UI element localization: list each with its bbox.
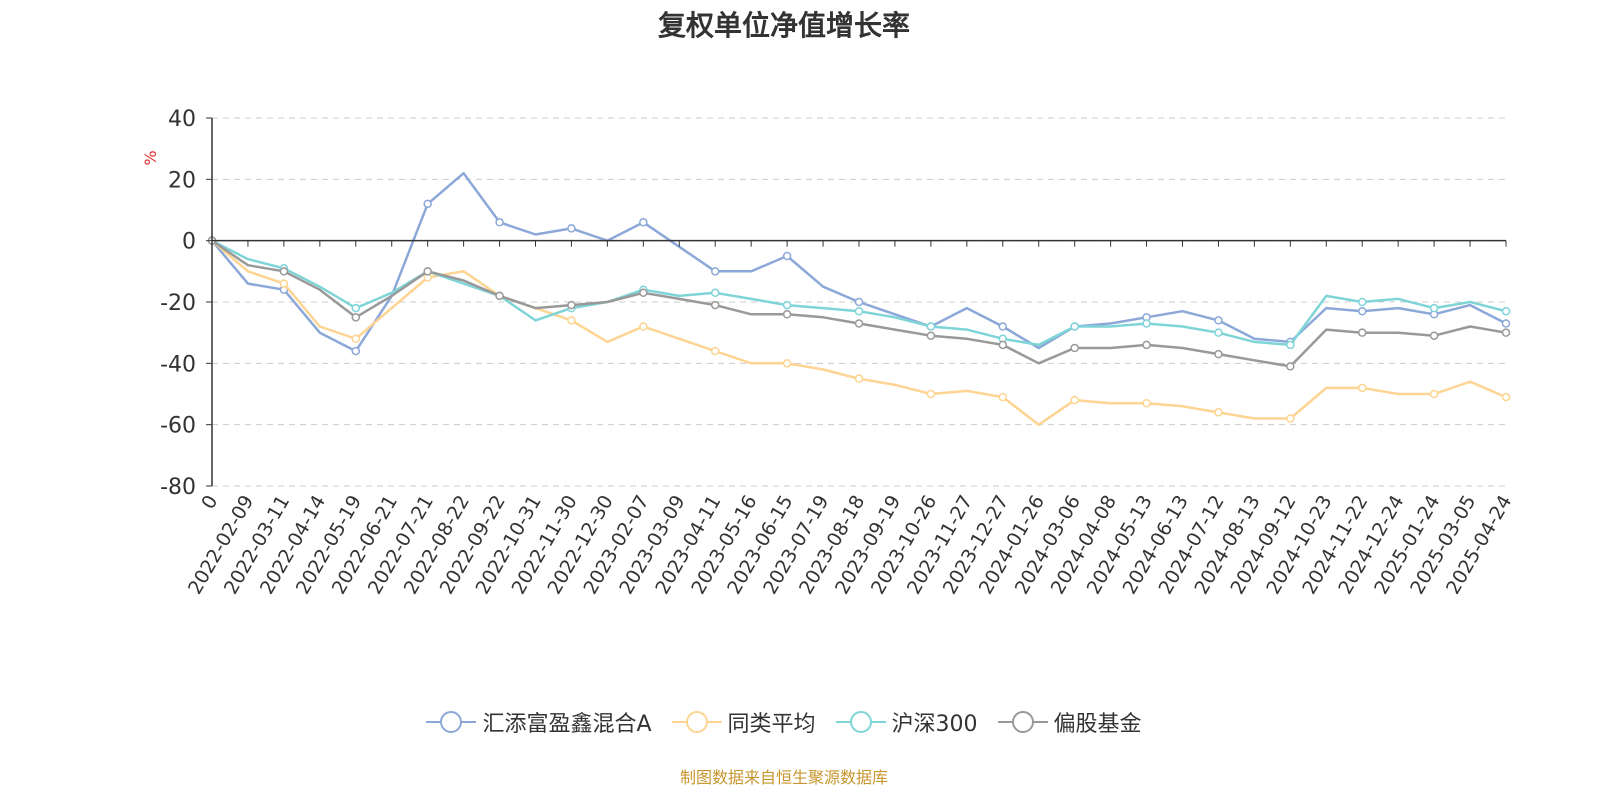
legend-item-1[interactable]: 同类平均 (671, 706, 816, 738)
line-chart: % 40200-20-40-60-8002022-02-092022-03-11… (141, 107, 1516, 598)
data-point (926, 331, 936, 340)
legend: 汇添富盈鑫混合A 同类平均 沪深300 偏股基金 (0, 706, 1568, 738)
data-point (351, 303, 361, 313)
data-point (710, 300, 720, 310)
y-tick-label: -40 (160, 352, 196, 377)
data-point (998, 340, 1008, 350)
y-tick-label: 0 (182, 230, 196, 255)
data-point (567, 300, 576, 310)
legend-item-2[interactable]: 沪深300 (835, 706, 978, 738)
data-point (567, 316, 576, 325)
data-point (567, 224, 576, 233)
data-point (1429, 331, 1439, 340)
series-layer (207, 171, 1511, 426)
data-point (1214, 316, 1223, 325)
data-point (782, 310, 792, 319)
data-point (926, 322, 936, 331)
legend-label: 同类平均 (727, 712, 816, 737)
data-point (710, 288, 720, 298)
data-point (998, 392, 1008, 402)
data-point (495, 291, 504, 301)
data-point (495, 218, 504, 227)
data-point (639, 288, 648, 298)
legend-label: 汇添富盈鑫混合A (482, 712, 652, 737)
data-point (639, 218, 648, 227)
legend-line-circle-icon (835, 710, 886, 734)
data-point (1286, 340, 1295, 350)
data-point (926, 389, 936, 399)
data-point (1501, 328, 1511, 337)
data-point (1142, 398, 1151, 408)
data-point (1501, 392, 1511, 402)
series-line-1 (211, 239, 1507, 426)
data-point (351, 313, 361, 322)
data-point (1070, 322, 1079, 331)
data-point (423, 199, 432, 209)
data-point (782, 300, 792, 310)
data-point (854, 297, 864, 307)
data-point (1501, 319, 1511, 328)
y-tick-label: -80 (160, 475, 196, 500)
data-point (423, 267, 432, 276)
data-point (998, 322, 1008, 331)
data-point (1357, 306, 1367, 316)
data-point (1070, 343, 1079, 353)
legend-item-0[interactable]: 汇添富盈鑫混合A (426, 706, 652, 738)
data-point (1429, 389, 1439, 399)
data-point (1286, 414, 1295, 423)
chart-title: 复权单位净值增长率 (657, 9, 910, 42)
data-point (1214, 349, 1223, 359)
y-tick-label: 20 (168, 168, 196, 193)
data-point (1214, 328, 1223, 337)
data-point (1357, 383, 1367, 393)
data-point (1142, 340, 1151, 350)
legend-line-circle-icon (426, 710, 477, 734)
data-point (854, 319, 864, 328)
data-point (1070, 395, 1079, 405)
data-point (1357, 297, 1367, 307)
legend-item-3[interactable]: 偏股基金 (997, 706, 1142, 738)
data-point (782, 251, 792, 261)
source-note: 制图数据来自恒生聚源数据库 (679, 768, 888, 787)
y-tick-label: 40 (168, 107, 196, 132)
data-point (710, 267, 720, 276)
data-point (1286, 362, 1295, 371)
legend-label: 偏股基金 (1053, 712, 1142, 737)
y-tick-label: -60 (160, 414, 196, 439)
y-tick-label: -20 (160, 291, 196, 316)
data-point (351, 334, 361, 344)
data-point (279, 267, 289, 276)
axis-layer: 40200-20-40-60-8002022-02-092022-03-1120… (160, 107, 1516, 598)
y-axis-unit: % (141, 150, 160, 165)
legend-line-circle-icon (671, 710, 722, 734)
data-point (279, 279, 289, 288)
data-point (1357, 328, 1367, 337)
data-point (710, 346, 720, 356)
data-point (854, 306, 864, 316)
data-point (854, 374, 864, 383)
legend-line-circle-icon (997, 710, 1048, 734)
data-point (782, 359, 792, 368)
data-point (639, 322, 648, 331)
legend-label: 沪深300 (891, 712, 978, 737)
data-point (351, 346, 361, 356)
data-point (1429, 303, 1439, 313)
x-tick-label: 0 (197, 492, 222, 513)
data-point (1214, 408, 1223, 417)
data-point (1501, 306, 1511, 316)
data-point (1142, 319, 1151, 328)
